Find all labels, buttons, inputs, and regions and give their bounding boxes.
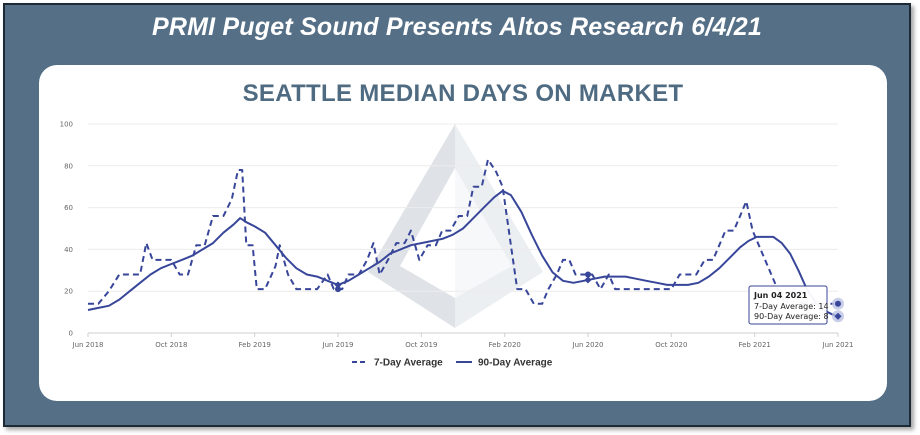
- series-point-marker: [335, 286, 341, 293]
- presentation-frame: PRMI Puget Sound Presents Altos Research…: [3, 3, 911, 427]
- tooltip-date: Jun 04 2021: [753, 291, 808, 300]
- hover-point-7-day: [835, 300, 841, 307]
- series-point-marker: [585, 271, 591, 278]
- x-tick-label: Oct 2019: [405, 341, 437, 349]
- y-tick-label: 100: [60, 121, 73, 129]
- x-tick-label: Feb 2019: [238, 341, 270, 349]
- y-tick-label: 0: [69, 330, 73, 338]
- x-tick-label: Oct 2020: [655, 341, 687, 349]
- watermark-inner-left: [400, 168, 455, 298]
- banner-title: PRMI Puget Sound Presents Altos Research…: [151, 13, 763, 41]
- legend-label: 90-Day Average: [478, 358, 553, 369]
- legend-item-90-day[interactable]: 90-Day Average: [456, 358, 553, 369]
- x-axis-ticks: Jun 2018 Oct 2018 Feb 2019 Jun 2019 Oct 2019…: [72, 333, 854, 349]
- tooltip-7-day: 7-Day Average: 14: [754, 302, 829, 311]
- chart-grid: [88, 123, 838, 334]
- series-point-marker: [334, 281, 342, 289]
- series-line-7-day: [88, 158, 834, 305]
- series-line-90-day: [87, 189, 839, 318]
- series-point-marker: [584, 276, 592, 284]
- x-tick-label: Jun 2021: [822, 341, 854, 349]
- chart-legend[interactable]: 7-Day Average 90-Day Average: [352, 358, 553, 369]
- x-tick-label: Feb 2021: [738, 341, 770, 349]
- tooltip-90-day: 90-Day Average: 8: [754, 312, 829, 321]
- x-tick-label: Jun 2020: [572, 341, 604, 349]
- hover-point-90-day: [834, 312, 842, 320]
- y-tick-label: 60: [64, 204, 73, 212]
- x-tick-label: Oct 2018: [155, 341, 187, 349]
- chart-title: SEATTLE MEDIAN DAYS ON MARKET: [242, 80, 684, 107]
- y-tick-label: 80: [64, 162, 73, 170]
- watermark-inner-right: [455, 168, 512, 298]
- series-lines: [87, 158, 839, 318]
- x-tick-label: Jun 2019: [322, 341, 354, 349]
- x-tick-label: Feb 2020: [488, 341, 520, 349]
- legend-label: 7-Day Average: [374, 358, 443, 369]
- y-tick-label: 20: [64, 288, 73, 296]
- legend-item-7-day[interactable]: 7-Day Average: [352, 358, 443, 369]
- altos-watermark-logo: [368, 124, 543, 328]
- current-markers: [334, 271, 844, 323]
- y-tick-label: 40: [64, 246, 73, 254]
- tooltip-box: [748, 285, 828, 325]
- y-axis-ticks: 0 20 40 60 80 100: [60, 121, 73, 338]
- x-tick-label: Jun 2018: [72, 341, 104, 349]
